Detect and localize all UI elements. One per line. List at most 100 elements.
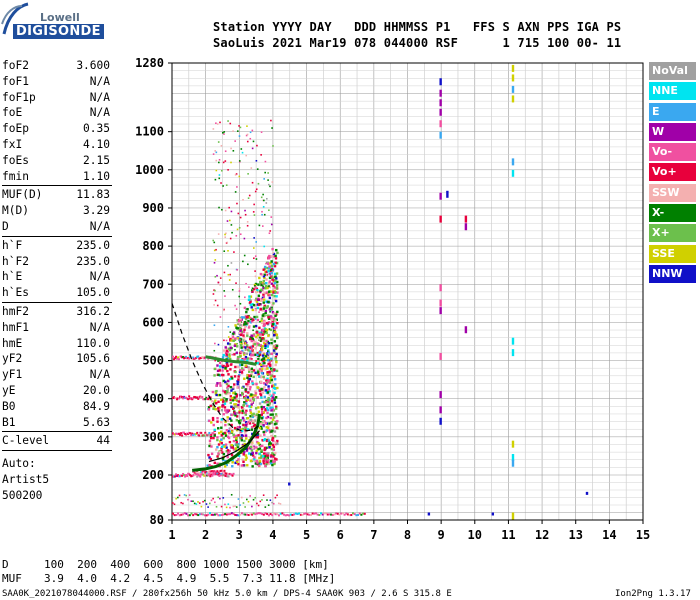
echo-dot xyxy=(228,432,231,435)
echo-dot xyxy=(227,373,230,376)
echo-dot xyxy=(228,440,232,444)
echo-dot xyxy=(273,368,276,371)
echo-dot xyxy=(262,364,265,368)
echo-dot xyxy=(258,402,262,405)
echo-dot xyxy=(258,456,261,460)
echo-dot xyxy=(259,456,263,459)
echo-dot xyxy=(267,387,270,391)
echo-dot xyxy=(222,364,225,368)
echo-dot xyxy=(333,513,336,516)
echo-dot xyxy=(255,297,258,301)
echo-dot xyxy=(238,448,241,452)
echo-streak xyxy=(511,169,515,177)
echo-dot xyxy=(264,506,267,508)
echo-dot xyxy=(216,455,219,458)
echo-dot xyxy=(200,396,203,399)
echo-dot xyxy=(234,174,237,176)
echo-dot xyxy=(252,140,255,143)
echo-dot xyxy=(231,461,234,464)
legend-item: W xyxy=(649,122,696,141)
x-tick-label: 2 xyxy=(202,528,209,542)
echo-dot xyxy=(222,161,225,164)
echo-dot xyxy=(266,286,269,290)
echo-dot xyxy=(262,462,266,465)
echo-dot xyxy=(202,469,205,472)
echo-dot xyxy=(257,406,260,409)
echo-dot xyxy=(238,409,241,413)
echo-dot xyxy=(201,356,204,359)
echo-dot xyxy=(243,442,247,446)
echo-dot xyxy=(253,247,255,249)
echo-dot xyxy=(211,416,215,420)
echo-dot xyxy=(308,513,311,516)
echo-dot xyxy=(217,281,220,284)
echo-dot xyxy=(249,411,253,414)
echo-dot xyxy=(251,129,254,132)
echo-dot xyxy=(266,399,270,402)
echo-dot xyxy=(206,474,209,477)
echo-dot xyxy=(262,337,265,340)
echo-dot xyxy=(229,219,231,222)
echo-dot xyxy=(228,343,232,346)
echo-dot xyxy=(216,445,219,449)
echo-dot xyxy=(267,262,270,265)
echo-dot xyxy=(241,324,244,327)
echo-dot xyxy=(274,407,278,410)
echo-dot xyxy=(245,437,248,440)
echo-dot xyxy=(174,475,177,478)
echo-dot xyxy=(266,513,269,516)
echo-dot xyxy=(192,500,194,503)
echo-dot xyxy=(353,513,356,516)
echo-dot xyxy=(258,460,262,463)
echo-dot xyxy=(225,513,228,516)
echo-dot xyxy=(244,411,247,414)
legend-item: NNE xyxy=(649,82,696,101)
echo-streak xyxy=(511,158,515,166)
echo-dot xyxy=(201,434,204,437)
echo-dot xyxy=(234,403,237,406)
echo-dot xyxy=(267,300,270,304)
echo-dot xyxy=(262,279,266,283)
echo-dot xyxy=(248,316,251,319)
legend-item: X- xyxy=(649,204,696,223)
echo-dot xyxy=(265,339,268,343)
echo-dot xyxy=(240,148,243,150)
echo-dot xyxy=(214,289,216,292)
echo-dot xyxy=(260,196,263,199)
echo-dot xyxy=(252,419,255,423)
echo-dot xyxy=(222,353,225,357)
echo-dot xyxy=(244,434,248,437)
echo-dot xyxy=(267,282,271,285)
echo-dot xyxy=(224,366,227,370)
echo-dot xyxy=(242,411,246,414)
echo-dot xyxy=(252,353,255,357)
echo-dot xyxy=(217,343,220,346)
echo-dot xyxy=(265,202,268,204)
echo-dot xyxy=(175,473,178,476)
x-tick-label: 12 xyxy=(535,528,549,542)
echo-dot xyxy=(241,393,244,396)
echo-dot xyxy=(208,442,212,445)
y-tick-label: 800 xyxy=(142,239,164,253)
echo-dot xyxy=(273,460,276,463)
echo-dot xyxy=(220,430,223,433)
echo-dot xyxy=(271,264,274,268)
echo-dot xyxy=(256,502,258,505)
echo-dot xyxy=(259,434,262,437)
echo-dot xyxy=(183,474,186,477)
echo-dot xyxy=(238,355,242,358)
echo-dot xyxy=(239,504,241,506)
echo-dot xyxy=(216,274,218,277)
echo-dot xyxy=(188,395,191,398)
echo-dot xyxy=(250,367,254,370)
echo-dot xyxy=(195,432,198,435)
echo-dot xyxy=(220,409,224,412)
echo-dot xyxy=(237,378,240,381)
echo-dot xyxy=(229,339,232,342)
x-tick-label: 7 xyxy=(370,528,377,542)
echo-dot xyxy=(223,250,226,252)
echo-dot xyxy=(254,299,257,302)
echo-dot xyxy=(247,420,251,424)
param-row: yE 20.0 xyxy=(2,383,110,399)
param-value: 5.63 xyxy=(83,415,110,429)
